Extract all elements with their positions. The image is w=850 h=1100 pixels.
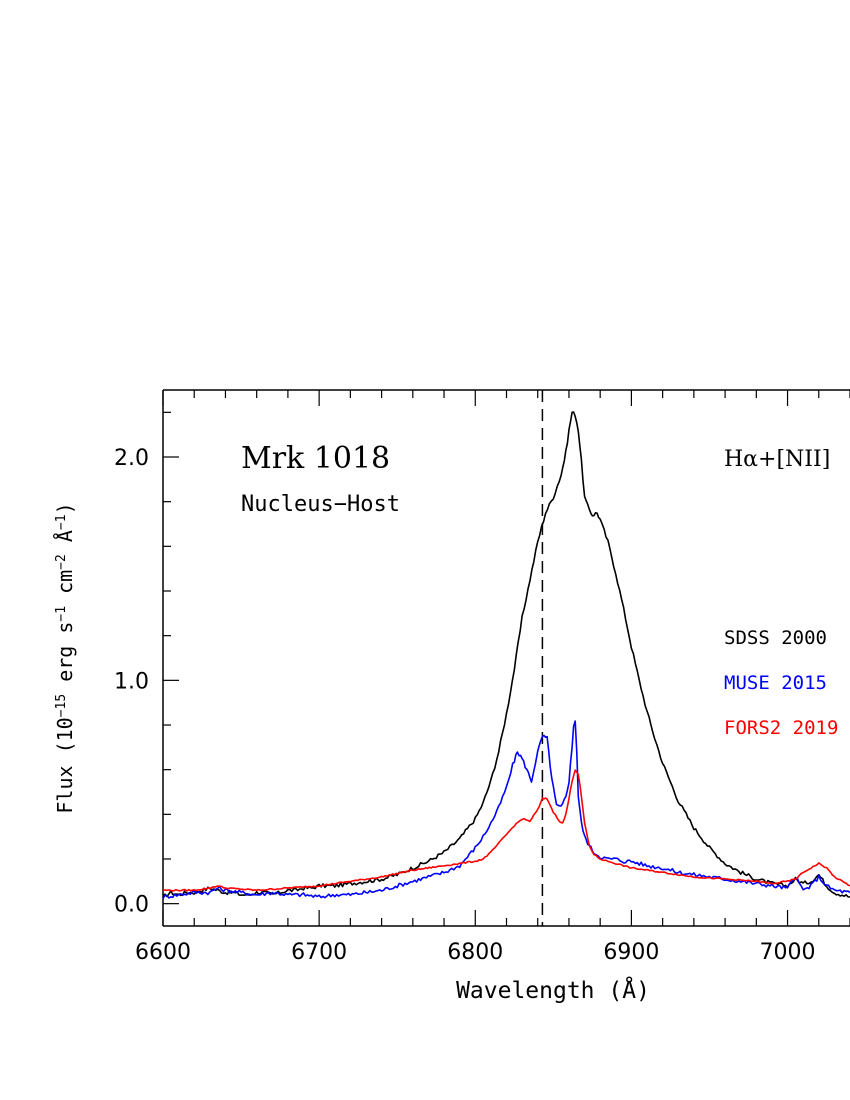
- series-line-sdss-2000: [162, 411, 850, 898]
- x-tick-label: 7000: [760, 940, 816, 965]
- y-tick-label: 1.0: [114, 669, 149, 694]
- y-axis-label: Flux (10−15 erg s−1 cm−2 Å−1): [53, 502, 77, 813]
- x-tick-label: 6900: [603, 940, 659, 965]
- legend-item-fors2: FORS2 2019: [724, 717, 838, 739]
- x-tick-label: 6700: [291, 940, 347, 965]
- chart-subtitle: Nucleus−Host: [241, 492, 400, 517]
- x-tick-label: 6600: [135, 940, 191, 965]
- series-layer: [162, 411, 850, 899]
- y-tick-label: 0.0: [114, 893, 149, 918]
- text-labels: Mrk 1018 Nucleus−Host Hα+[NII] Wavelengt…: [53, 441, 838, 1004]
- series-line-fors2-2019: [162, 769, 850, 892]
- series-line-muse-2015: [162, 720, 850, 899]
- axis-ticks: 6600 6700 6800 6900 7000 0.0 1.0 2.0: [114, 390, 850, 965]
- legend-item-sdss: SDSS 2000: [724, 627, 827, 649]
- line-label: Hα+[NII]: [724, 447, 830, 472]
- y-tick-label: 2.0: [114, 446, 149, 471]
- x-axis-label: Wavelength (Å): [456, 976, 650, 1004]
- chart-title: Mrk 1018: [241, 441, 390, 476]
- legend-item-muse: MUSE 2015: [724, 672, 827, 694]
- x-tick-label: 6800: [447, 940, 503, 965]
